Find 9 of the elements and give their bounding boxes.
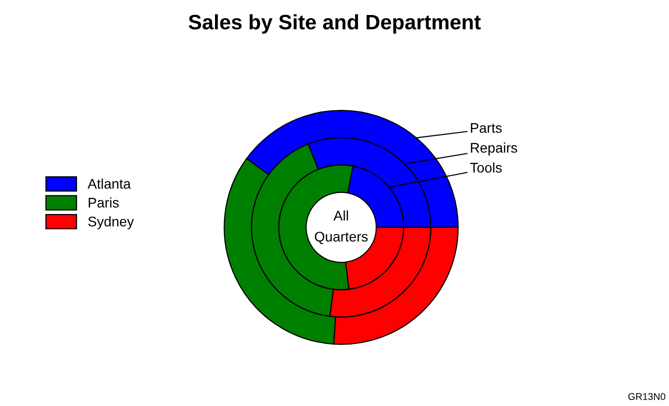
chart-title: Sales by Site and Department <box>188 14 481 34</box>
legend-label: Repairs <box>470 142 518 156</box>
text: All Quarters <box>314 210 368 244</box>
legend-label: Paris <box>88 197 119 208</box>
legend-label: Parts <box>470 123 502 133</box>
legend-label: Sydney <box>88 216 134 230</box>
text: GR13N0 <box>628 393 666 400</box>
legend-label: Atlanta <box>88 178 131 189</box>
slice-label: Tools <box>470 162 502 173</box>
